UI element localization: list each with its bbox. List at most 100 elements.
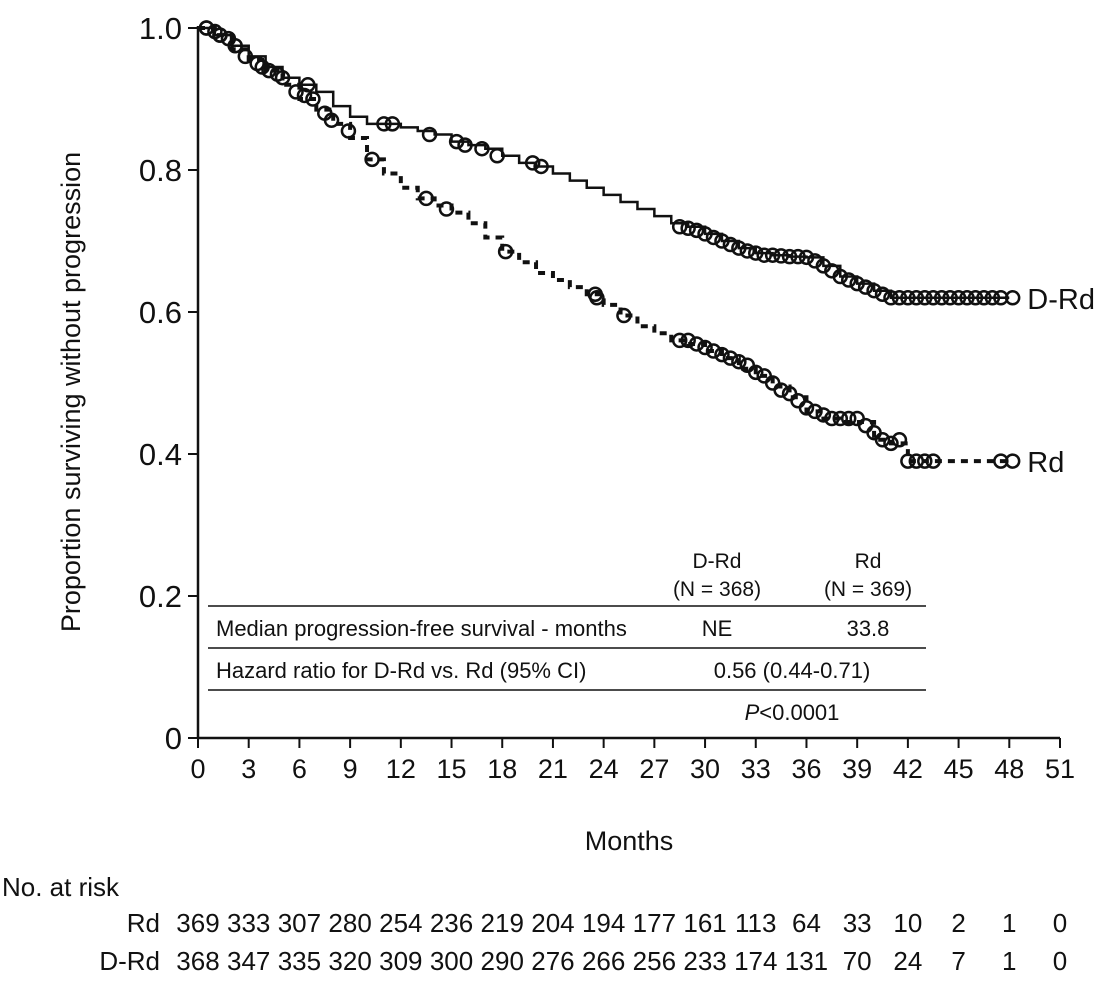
censor-mark-d-rd	[866, 282, 882, 299]
censor-mark-d-rd	[857, 279, 874, 295]
censor-mark-d-rd	[874, 286, 891, 302]
censor-mark-rd	[1004, 453, 1021, 469]
censor-mark-rd	[840, 410, 857, 427]
y-axis-label: Proportion surviving without progression	[56, 152, 86, 632]
x-tick-label: 33	[741, 754, 771, 784]
censor-mark-d-rd	[731, 240, 747, 256]
x-tick-label: 45	[944, 754, 974, 784]
at-risk-row-name: Rd	[127, 908, 160, 938]
at-risk-value: 2	[951, 908, 965, 938]
censor-mark-d-rd	[959, 290, 975, 306]
censor-mark-rd	[874, 432, 891, 448]
censor-mark-d-rd	[697, 226, 713, 242]
censor-mark-rd	[815, 407, 832, 423]
censor-mark-d-rd	[533, 158, 549, 175]
censor-mark-d-rd	[384, 116, 401, 132]
censor-mark-d-rd	[671, 219, 688, 235]
p-number: <0.0001	[759, 700, 839, 725]
x-axis-label: Months	[585, 826, 674, 856]
censor-mark-rd	[305, 91, 321, 107]
censor-mark-d-rd	[739, 243, 756, 259]
at-risk-value: 7	[951, 946, 965, 976]
x-tick-label: 39	[842, 754, 872, 784]
x-tick-label: 9	[343, 754, 358, 784]
at-risk-value: 280	[328, 908, 371, 938]
censor-mark-rd	[680, 332, 696, 349]
censor-mark-rd	[900, 453, 916, 469]
at-risk-value: 309	[379, 946, 422, 976]
censor-mark-d-rd	[790, 248, 806, 265]
x-tick-label: 48	[994, 754, 1024, 784]
censor-mark-d-rd	[457, 137, 473, 153]
table-row-label: Median progression-free survival - month…	[216, 616, 627, 641]
at-risk-value: 320	[328, 946, 371, 976]
x-tick-label: 30	[690, 754, 720, 784]
censor-mark-rd	[773, 382, 789, 398]
summary-table: D-Rd (N = 368) Rd (N = 369) Median progressi…	[208, 550, 926, 725]
at-risk-value: 236	[430, 908, 473, 938]
censor-mark-rd	[714, 346, 730, 363]
censor-mark-rd	[807, 403, 823, 420]
censor-mark-rd	[323, 112, 340, 129]
censor-mark-rd	[418, 190, 434, 207]
at-risk-value: 256	[633, 946, 676, 976]
censor-mark-d-rd	[781, 248, 798, 265]
censor-mark-d-rd	[376, 116, 392, 132]
x-tick-label: 18	[487, 754, 517, 784]
censor-mark-rd	[748, 364, 764, 381]
at-risk-value: 219	[481, 908, 524, 938]
x-tick-label: 42	[893, 754, 923, 784]
censor-mark-d-rd	[524, 155, 541, 171]
censor-mark-rd	[857, 417, 874, 434]
at-risk-value: 233	[683, 946, 726, 976]
table-cell: NE	[702, 616, 733, 641]
y-tick-label: 0.8	[139, 153, 182, 188]
at-risk-value: 333	[227, 908, 270, 938]
at-risk-value: 368	[176, 946, 219, 976]
censor-mark-rd	[722, 350, 739, 366]
table-col1-label: D-Rd	[692, 550, 741, 573]
censor-mark-d-rd	[448, 133, 465, 150]
y-tick-label: 1.0	[139, 11, 182, 46]
censor-mark-rd	[824, 410, 840, 427]
censor-mark-d-rd	[756, 247, 772, 263]
series-label-d-rd: D-Rd	[1027, 284, 1095, 316]
censor-mark-rd	[891, 432, 908, 448]
censor-mark-rd	[438, 201, 455, 217]
at-risk-value: 276	[531, 946, 574, 976]
x-tick-label: 36	[791, 754, 821, 784]
censor-mark-d-rd	[933, 290, 950, 306]
x-tick-label: 27	[639, 754, 669, 784]
censor-mark-rd	[697, 339, 713, 356]
censor-mark-rd	[296, 87, 313, 104]
at-risk-value: 174	[734, 946, 777, 976]
at-risk-value: 131	[785, 946, 828, 976]
at-risk-value: 0	[1053, 946, 1067, 976]
x-tick-label: 15	[437, 754, 467, 784]
at-risk-value: 335	[278, 946, 321, 976]
censor-mark-rd	[212, 27, 228, 43]
at-risk-value: 369	[176, 908, 219, 938]
censor-mark-d-rd	[421, 126, 438, 143]
censor-mark-d-rd	[1004, 290, 1021, 306]
series-layer: D-Rd Rd	[198, 20, 1095, 479]
at-risk-value: 254	[379, 908, 422, 938]
y-tick-label: 0.2	[139, 579, 182, 614]
censor-mark-rd	[497, 243, 514, 260]
censor-mark-d-rd	[832, 268, 849, 285]
at-risk-value: 24	[893, 946, 922, 976]
censor-mark-rd	[237, 48, 254, 65]
series-label-rd: Rd	[1027, 447, 1064, 479]
censor-mark-rd	[340, 123, 357, 139]
censor-mark-d-rd	[891, 290, 908, 306]
censor-mark-d-rd	[474, 140, 490, 157]
censor-mark-d-rd	[967, 290, 984, 306]
at-risk-value: 70	[843, 946, 872, 976]
censor-mark-d-rd	[688, 222, 705, 239]
censor-mark-rd	[688, 336, 705, 352]
censor-mark-rd	[364, 151, 380, 168]
censor-mark-rd	[790, 393, 806, 409]
censor-mark-rd	[671, 332, 688, 349]
